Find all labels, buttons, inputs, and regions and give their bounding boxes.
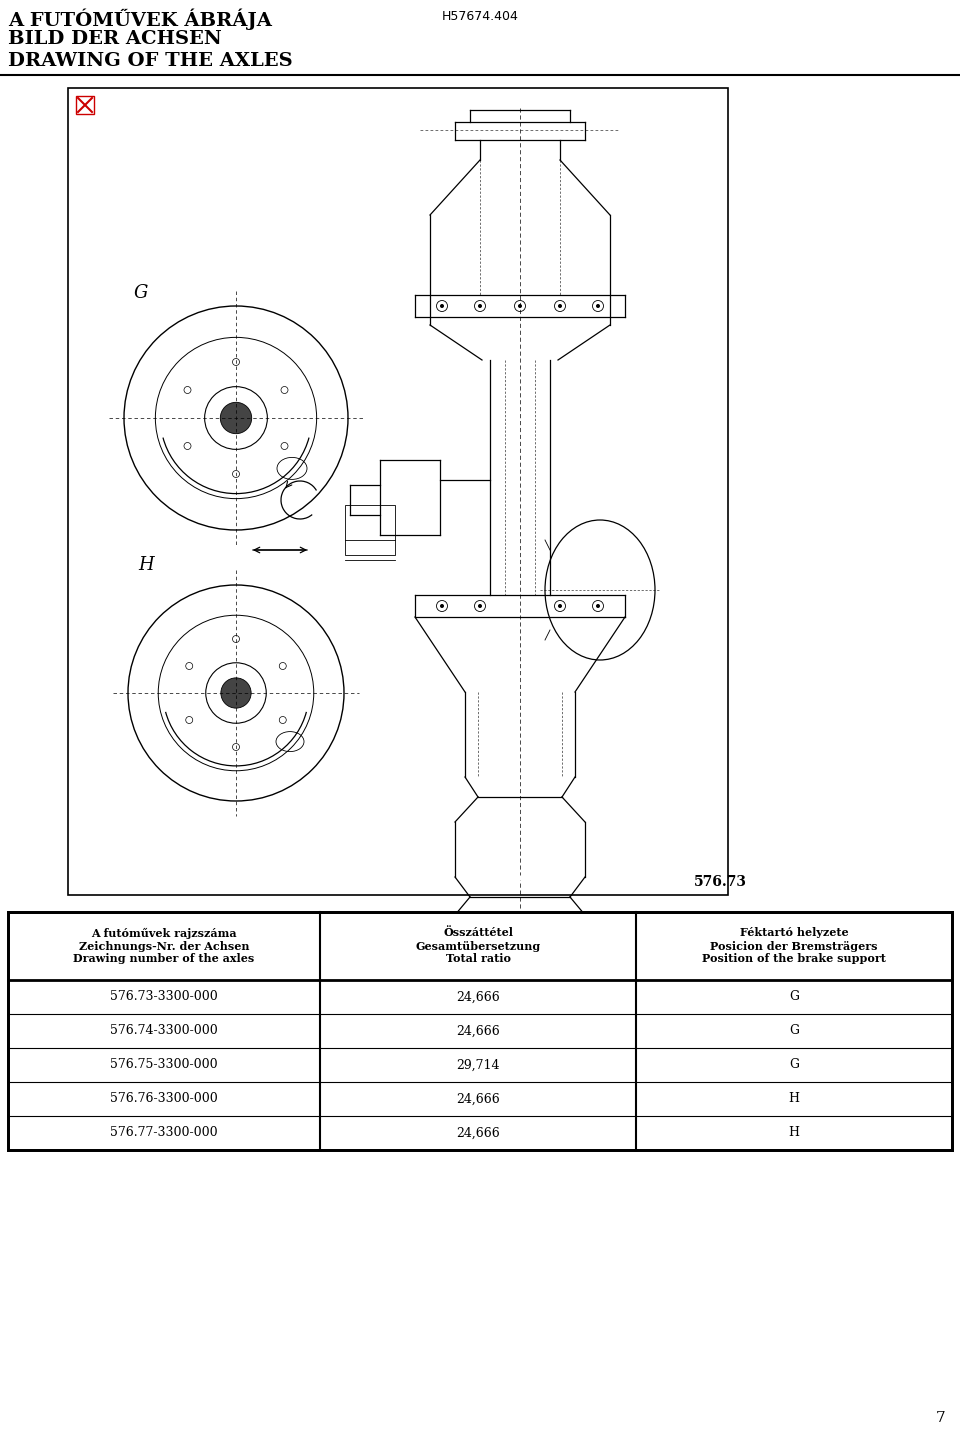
Text: 24,666: 24,666: [456, 991, 500, 1004]
Text: 24,666: 24,666: [456, 1093, 500, 1106]
Text: Position of the brake support: Position of the brake support: [702, 954, 886, 965]
Text: Gesamtübersetzung: Gesamtübersetzung: [416, 941, 540, 952]
Circle shape: [440, 304, 444, 307]
Bar: [68, 88, 728, 895]
Text: 7: 7: [935, 1412, 945, 1425]
Text: Összáttétel: Összáttétel: [443, 928, 513, 939]
Circle shape: [596, 605, 600, 607]
Text: 576.73: 576.73: [693, 875, 747, 889]
Circle shape: [518, 304, 522, 307]
Text: G: G: [789, 991, 799, 1004]
Text: G: G: [789, 1024, 799, 1037]
Text: BILD DER ACHSEN: BILD DER ACHSEN: [8, 30, 222, 47]
Text: 576.74-3300-000: 576.74-3300-000: [110, 1024, 218, 1037]
Text: H: H: [788, 1126, 800, 1140]
Text: G: G: [789, 1058, 799, 1071]
Circle shape: [558, 304, 562, 307]
Text: 24,666: 24,666: [456, 1024, 500, 1037]
Bar: [76, 96, 94, 113]
Circle shape: [440, 605, 444, 607]
Circle shape: [558, 605, 562, 607]
Text: Total ratio: Total ratio: [445, 954, 511, 965]
Text: DRAWING OF THE AXLES: DRAWING OF THE AXLES: [8, 52, 293, 70]
Circle shape: [596, 304, 600, 307]
Bar: [8, 912, 952, 1150]
Text: Zeichnungs-Nr. der Achsen: Zeichnungs-Nr. der Achsen: [79, 941, 250, 952]
Circle shape: [478, 605, 482, 607]
Circle shape: [478, 304, 482, 307]
Text: 576.75-3300-000: 576.75-3300-000: [110, 1058, 218, 1071]
Circle shape: [221, 678, 252, 708]
Text: 24,666: 24,666: [456, 1126, 500, 1140]
Text: A futóművek rajzszáma: A futóművek rajzszáma: [91, 928, 237, 939]
Text: 29,714: 29,714: [456, 1058, 500, 1071]
Text: H: H: [788, 1093, 800, 1106]
Text: H57674.404: H57674.404: [442, 10, 518, 23]
Circle shape: [220, 402, 252, 434]
Text: 576.76-3300-000: 576.76-3300-000: [110, 1093, 218, 1106]
Text: A FUTÓMŰVEK ÁBRÁJA: A FUTÓMŰVEK ÁBRÁJA: [8, 9, 272, 30]
Text: H: H: [138, 556, 154, 574]
Text: 576.77-3300-000: 576.77-3300-000: [110, 1126, 218, 1140]
Text: Féktartó helyzete: Féktartó helyzete: [740, 928, 849, 939]
Text: G: G: [134, 284, 149, 302]
Text: Drawing number of the axles: Drawing number of the axles: [73, 954, 254, 965]
Text: Posicion der Bremsträgers: Posicion der Bremsträgers: [710, 941, 877, 952]
Bar: [345, 505, 395, 554]
Text: 576.73-3300-000: 576.73-3300-000: [110, 991, 218, 1004]
